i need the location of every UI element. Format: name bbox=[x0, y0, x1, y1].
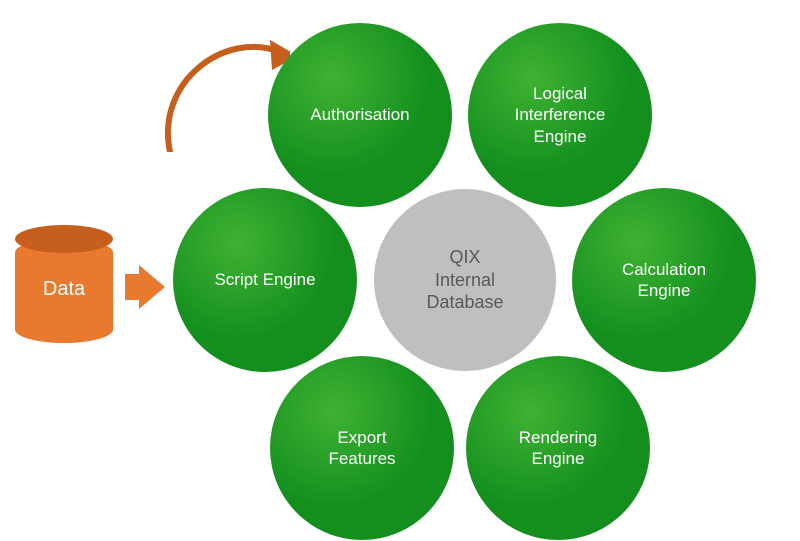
script-engine-node: Script Engine bbox=[173, 188, 357, 372]
arrow-right-icon bbox=[125, 265, 165, 309]
logical-engine-label: Logical Interference Engine bbox=[515, 83, 606, 147]
rendering-label: Rendering Engine bbox=[519, 427, 597, 470]
data-cylinder: Data bbox=[15, 225, 113, 343]
data-cylinder-top bbox=[15, 225, 113, 253]
center-label: QIX Internal Database bbox=[426, 246, 503, 314]
calc-engine-label: Calculation Engine bbox=[622, 259, 706, 302]
data-cylinder-label: Data bbox=[43, 278, 85, 301]
rendering-node: Rendering Engine bbox=[466, 356, 650, 540]
script-engine-label: Script Engine bbox=[214, 269, 315, 290]
export-node: Export Features bbox=[270, 356, 454, 540]
authorisation-node: Authorisation bbox=[268, 23, 452, 207]
center-node: QIX Internal Database bbox=[371, 186, 559, 374]
calc-engine-node: Calculation Engine bbox=[572, 188, 756, 372]
export-label: Export Features bbox=[328, 427, 395, 470]
authorisation-label: Authorisation bbox=[310, 104, 409, 125]
logical-engine-node: Logical Interference Engine bbox=[468, 23, 652, 207]
